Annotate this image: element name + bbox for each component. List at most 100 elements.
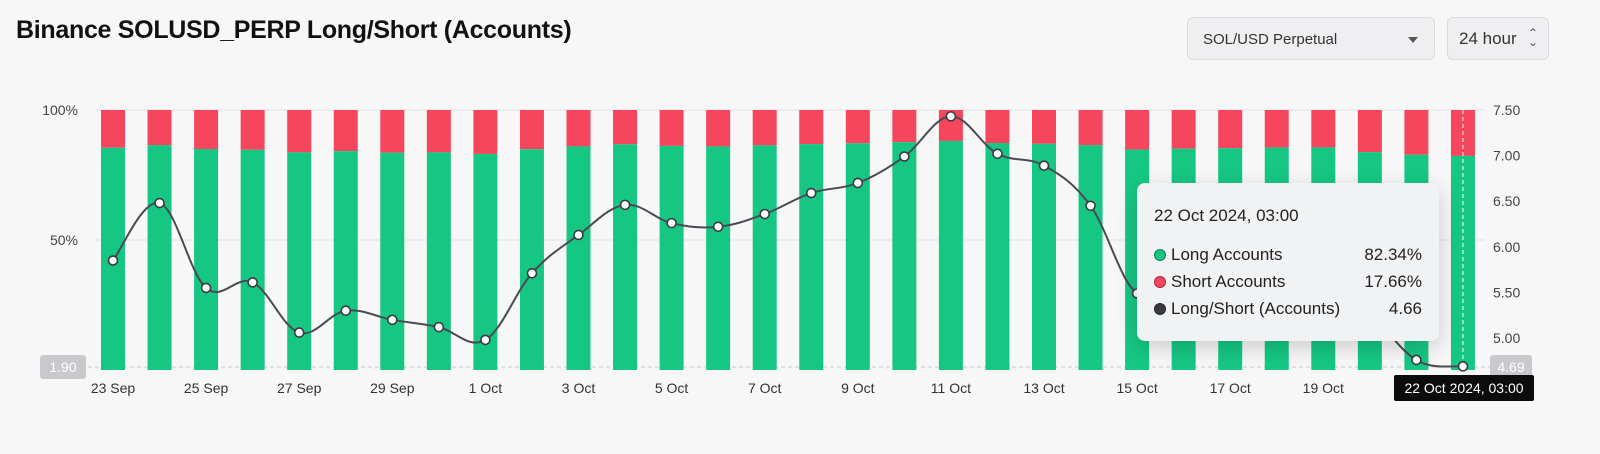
short-bar (659, 110, 684, 146)
tooltip-row-name: Short Accounts (1171, 272, 1286, 291)
long-bar (426, 152, 451, 370)
ratio-point (1411, 354, 1422, 366)
tooltip-row-value: 17.66% (1364, 272, 1422, 291)
long-bar (194, 149, 219, 370)
x-tick-label: 9 Oct (841, 380, 875, 396)
x-tick-label: 13 Oct (1023, 380, 1064, 396)
tooltip-row-name: Long Accounts (1171, 245, 1283, 264)
short-bar (287, 110, 312, 153)
symbol-select[interactable]: SOL/USD Perpetual (1187, 17, 1435, 60)
long-bar (519, 149, 544, 370)
short-bar (1218, 110, 1243, 149)
x-tick-label: 27 Sep (277, 380, 322, 396)
ratio-point (293, 327, 305, 338)
x-tick-label: 25 Sep (184, 380, 229, 396)
ratio-point (386, 314, 398, 326)
ratio-point (666, 217, 677, 229)
x-tick-label: 29 Sep (370, 380, 415, 396)
ratio-legend-dot (1154, 303, 1166, 315)
y-left-range-label: 1.90 (49, 359, 76, 375)
short-bar (845, 110, 870, 144)
ratio-point (992, 148, 1003, 160)
short-bar (1311, 110, 1336, 148)
short-bar (333, 110, 358, 152)
short-bar (426, 110, 451, 153)
x-tick-label: 15 Oct (1116, 380, 1157, 396)
tooltip-row-ratio: Long/Short (Accounts) 4.66 (1154, 299, 1424, 321)
short-bar (1125, 110, 1150, 150)
long-bar (938, 140, 963, 370)
ratio-point (852, 177, 864, 189)
tooltip-row-long: Long Accounts 82.34% (1154, 245, 1424, 267)
interval-select-label: 24 hour (1459, 29, 1517, 48)
ratio-point (526, 267, 538, 279)
ratio-point (154, 197, 165, 209)
chevron-down-icon (1408, 37, 1418, 43)
y-right-tick-label: 7.50 (1493, 102, 1520, 118)
ratio-point (1038, 160, 1050, 171)
x-tick-label: 23 Sep (91, 380, 136, 396)
short-bar (752, 110, 777, 146)
up-down-chevron-icon: ⌃ ⌄ (1527, 26, 1538, 49)
ratio-point (340, 305, 352, 317)
x-tick-label: 7 Oct (748, 380, 782, 396)
short-bar (706, 110, 731, 147)
ratio-point (759, 208, 771, 220)
short-legend-dot (1154, 276, 1166, 288)
y-right-tick-label: 6.00 (1493, 239, 1520, 255)
y-right-current-badge (1490, 355, 1532, 379)
short-bar (892, 110, 917, 143)
y-left-tick-label: 50% (50, 232, 78, 248)
long-bar (240, 149, 265, 370)
long-bar (659, 145, 684, 370)
short-bar (799, 110, 824, 145)
x-tick-label: 11 Oct (931, 380, 971, 396)
long-bar (985, 143, 1010, 370)
x-tick-label: 1 Oct (469, 380, 503, 396)
short-bar (1078, 110, 1103, 146)
short-bar (194, 110, 219, 149)
long-bar (892, 142, 917, 370)
page-title: Binance SOLUSD_PERP Long/Short (Accounts… (16, 16, 572, 44)
y-right-tick-label: 6.50 (1493, 193, 1520, 209)
long-bar (333, 151, 358, 370)
ratio-point (433, 321, 445, 333)
tooltip-row-value: 4.66 (1388, 299, 1422, 318)
long-bar (1032, 143, 1056, 370)
ratio-point (619, 199, 631, 211)
ratio-point (200, 282, 212, 294)
ratio-point (805, 187, 817, 199)
y-left-range-badge (40, 355, 86, 379)
short-bar (1171, 110, 1196, 149)
x-tick-label: 5 Oct (655, 380, 689, 396)
x-tick-label: 3 Oct (562, 380, 596, 396)
ratio-point (899, 151, 910, 162)
tooltip-row-short: Short Accounts 17.66% (1154, 272, 1424, 294)
tooltip-date: 22 Oct 2024, 03:00 (1154, 206, 1299, 225)
long-bar (799, 144, 824, 370)
ratio-point (712, 221, 724, 233)
x-tick-label: 19 Oct (1303, 380, 1344, 396)
ratio-point (247, 277, 258, 288)
ratio-point (1085, 200, 1096, 212)
crosshair-x-label: 22 Oct 2024, 03:00 (1394, 375, 1534, 401)
chart-tooltip: 22 Oct 2024, 03:00 Long Accounts 82.34% … (1137, 183, 1439, 341)
ratio-point (107, 255, 119, 266)
interval-select[interactable]: 24 hour ⌃ ⌄ (1447, 17, 1549, 60)
short-bar (240, 110, 265, 150)
short-bar (1032, 110, 1056, 144)
y-left-tick-label: 100% (42, 102, 78, 118)
short-bar (380, 110, 405, 153)
long-bar (147, 145, 172, 370)
ratio-point (480, 334, 491, 346)
y-right-tick-label: 7.00 (1493, 148, 1520, 164)
short-bar (101, 110, 125, 148)
short-bar (1264, 110, 1289, 148)
y-right-tick-label: 5.00 (1493, 330, 1520, 346)
short-bar (147, 110, 172, 146)
y-right-current-label: 4.69 (1497, 359, 1524, 375)
short-bar (1404, 110, 1429, 155)
long-bar (380, 152, 405, 370)
short-bar (985, 110, 1010, 144)
short-bar (519, 110, 544, 150)
